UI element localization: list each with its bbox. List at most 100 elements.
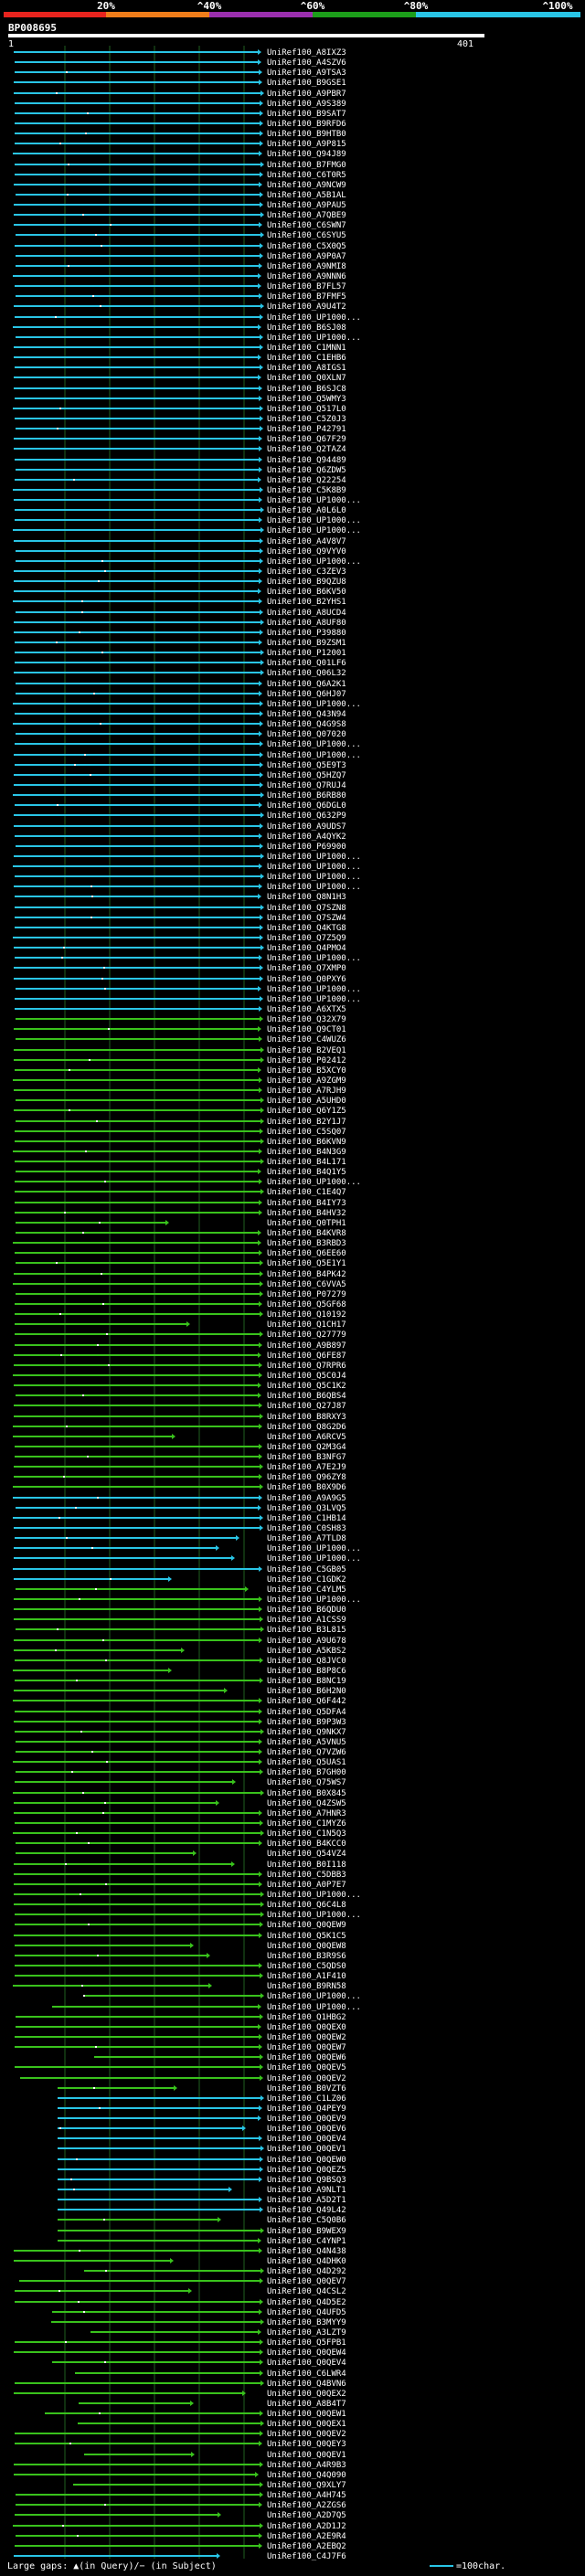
hit-label[interactable]: UniRef100_P02412 <box>267 1056 346 1065</box>
hit-label[interactable]: UniRef100_C6SWN7 <box>267 221 346 230</box>
hit-label[interactable]: UniRef100_B9WEX9 <box>267 2227 346 2236</box>
hit-label[interactable]: UniRef100_Q54VZ4 <box>267 1850 346 1859</box>
hit-label[interactable]: UniRef100_Q0QEV4 <box>267 2135 346 2144</box>
hit-label[interactable]: UniRef100_Q4D5E2 <box>267 2298 346 2307</box>
hit-label[interactable]: UniRef100_C1MNN1 <box>267 344 346 353</box>
hit-label[interactable]: UniRef100_A2ZGS6 <box>267 2501 346 2510</box>
hit-label[interactable]: UniRef100_B0VZT6 <box>267 2084 346 2094</box>
hit-label[interactable]: UniRef100_A7TLD8 <box>267 1534 346 1543</box>
hit-label[interactable]: UniRef100_Q2M3G4 <box>267 1443 346 1452</box>
hit-label[interactable]: UniRef100_Q6EE60 <box>267 1249 346 1258</box>
hit-label[interactable]: UniRef100_Q0QEW4 <box>267 2348 346 2358</box>
hit-label[interactable]: UniRef100_C4YLM5 <box>267 1585 346 1595</box>
hit-label[interactable]: UniRef100_C5GB05 <box>267 1565 346 1574</box>
hit-label[interactable]: UniRef100_C1LZ06 <box>267 2094 346 2104</box>
hit-label[interactable]: UniRef100_Q06L32 <box>267 669 346 678</box>
hit-label[interactable]: UniRef100_Q96ZY8 <box>267 1473 346 1482</box>
hit-label[interactable]: UniRef100_Q0QEV5 <box>267 2063 346 2072</box>
hit-label[interactable]: UniRef100_B6KV50 <box>267 588 346 597</box>
hit-label[interactable]: UniRef100_A7HNR3 <box>267 1809 346 1818</box>
hit-label[interactable]: UniRef100_B3L815 <box>267 1626 346 1635</box>
hit-label[interactable]: UniRef100_B2VEQ1 <box>267 1046 346 1055</box>
hit-label[interactable]: UniRef100_Q7VZW6 <box>267 1748 346 1757</box>
hit-label[interactable]: UniRef100_Q49L42 <box>267 2206 346 2215</box>
hit-label[interactable]: UniRef100_P07279 <box>267 1290 346 1299</box>
hit-label[interactable]: UniRef100_B3MYY9 <box>267 2318 346 2327</box>
hit-label[interactable]: UniRef100_Q6ZDW5 <box>267 466 346 475</box>
hit-label[interactable]: UniRef100_Q9VYV0 <box>267 547 346 557</box>
hit-label[interactable]: UniRef100_Q2TAZ4 <box>267 445 346 454</box>
hit-label[interactable]: UniRef100_Q9NKX7 <box>267 1728 346 1737</box>
hit-label[interactable]: UniRef100_Q4BVN6 <box>267 2380 346 2389</box>
hit-label[interactable]: UniRef100_C5QDS0 <box>267 1962 346 1971</box>
hit-label[interactable]: UniRef100_A9NLT1 <box>267 2186 346 2195</box>
hit-label[interactable]: UniRef100_Q7Z5Q9 <box>267 934 346 943</box>
hit-label[interactable]: UniRef100_Q0QEV2 <box>267 2074 346 2083</box>
hit-label[interactable]: UniRef100_UP1000... <box>267 1554 361 1564</box>
hit-label[interactable]: UniRef100_B6SJC8 <box>267 385 346 394</box>
hit-label[interactable]: UniRef100_A5UHD0 <box>267 1097 346 1106</box>
hit-label[interactable]: UniRef100_Q4PEY9 <box>267 2104 346 2114</box>
hit-label[interactable]: UniRef100_A2D1J2 <box>267 2522 346 2531</box>
hit-label[interactable]: UniRef100_UP1000... <box>267 516 361 525</box>
hit-label[interactable]: UniRef100_Q4KTG8 <box>267 924 346 933</box>
hit-label[interactable]: UniRef100_A8IGS1 <box>267 364 346 373</box>
hit-label[interactable]: UniRef100_A5D2T1 <box>267 2196 346 2205</box>
hit-label[interactable]: UniRef100_Q7RPR6 <box>267 1362 346 1371</box>
hit-label[interactable]: UniRef100_B9RFD6 <box>267 120 346 129</box>
hit-label[interactable]: UniRef100_A0L6L0 <box>267 506 346 515</box>
hit-label[interactable]: UniRef100_C1N5Q3 <box>267 1829 346 1839</box>
hit-label[interactable]: UniRef100_Q5C1K2 <box>267 1382 346 1391</box>
hit-label[interactable]: UniRef100_B6RB80 <box>267 791 346 800</box>
hit-label[interactable]: UniRef100_Q5UAS1 <box>267 1758 346 1767</box>
hit-label[interactable]: UniRef100_A9PAU5 <box>267 201 346 210</box>
hit-label[interactable]: UniRef100_B4IY73 <box>267 1199 346 1208</box>
hit-label[interactable]: UniRef100_Q94489 <box>267 456 346 465</box>
hit-label[interactable]: UniRef100_C6SYU5 <box>267 231 346 240</box>
hit-label[interactable]: UniRef100_B9GSE1 <box>267 79 346 88</box>
hit-label[interactable]: UniRef100_Q8N1H3 <box>267 893 346 902</box>
hit-label[interactable]: UniRef100_UP1000... <box>267 334 361 343</box>
hit-label[interactable]: UniRef100_Q5WMY3 <box>267 395 346 404</box>
hit-label[interactable]: UniRef100_A8B4T7 <box>267 2400 346 2409</box>
hit-label[interactable]: UniRef100_C5X0Q5 <box>267 242 346 251</box>
hit-label[interactable]: UniRef100_B9SAT7 <box>267 110 346 119</box>
hit-label[interactable]: UniRef100_Q0QEW6 <box>267 2053 346 2062</box>
hit-label[interactable]: UniRef100_A5B1AL <box>267 191 346 200</box>
hit-label[interactable]: UniRef100_C1HB14 <box>267 1514 346 1523</box>
hit-label[interactable]: UniRef100_Q632P9 <box>267 811 346 821</box>
hit-label[interactable]: UniRef100_UP1000... <box>267 995 361 1004</box>
hit-label[interactable]: UniRef100_Q0QEW0 <box>267 2156 346 2165</box>
hit-label[interactable]: UniRef100_UP1000... <box>267 863 361 872</box>
hit-label[interactable]: UniRef100_Q6DGL0 <box>267 801 346 811</box>
hit-label[interactable]: UniRef100_Q517L0 <box>267 405 346 414</box>
hit-label[interactable]: UniRef100_Q4PMO4 <box>267 944 346 953</box>
hit-label[interactable]: UniRef100_C1MYZ6 <box>267 1819 346 1829</box>
hit-label[interactable]: UniRef100_A9NMI8 <box>267 262 346 271</box>
hit-label[interactable]: UniRef100_Q6F442 <box>267 1697 346 1706</box>
hit-label[interactable]: UniRef100_Q0QEV4 <box>267 2359 346 2368</box>
hit-label[interactable]: UniRef100_Q4DHK0 <box>267 2257 346 2266</box>
hit-label[interactable]: UniRef100_Q0QEV7 <box>267 2277 346 2286</box>
hit-label[interactable]: UniRef100_B6QDU0 <box>267 1606 346 1615</box>
hit-label[interactable]: UniRef100_Q4Q090 <box>267 2471 346 2480</box>
hit-label[interactable]: UniRef100_B8RXY3 <box>267 1413 346 1422</box>
hit-label[interactable]: UniRef100_B9RN58 <box>267 1982 346 1991</box>
hit-label[interactable]: UniRef100_UP1000... <box>267 740 361 749</box>
hit-label[interactable]: UniRef100_Q0QEV6 <box>267 2125 346 2134</box>
hit-label[interactable]: UniRef100_A4QYK2 <box>267 832 346 842</box>
hit-label[interactable]: UniRef100_Q0QEX2 <box>267 2390 346 2399</box>
hit-label[interactable]: UniRef100_P12001 <box>267 649 346 658</box>
hit-label[interactable]: UniRef100_UP1000... <box>267 1911 361 1920</box>
hit-label[interactable]: UniRef100_A6XTX5 <box>267 1005 346 1014</box>
hit-label[interactable]: UniRef100_UP1000... <box>267 496 361 505</box>
hit-label[interactable]: UniRef100_A7QBE9 <box>267 211 346 220</box>
hit-label[interactable]: UniRef100_UP1000... <box>267 557 361 567</box>
hit-label[interactable]: UniRef100_A9P0A7 <box>267 252 346 261</box>
hit-label[interactable]: UniRef100_Q4ZSW5 <box>267 1799 346 1808</box>
hit-label[interactable]: UniRef100_A5KBS2 <box>267 1647 346 1656</box>
hit-label[interactable]: UniRef100_Q0QEW2 <box>267 2033 346 2042</box>
hit-label[interactable]: UniRef100_Q5E1Y1 <box>267 1259 346 1268</box>
hit-label[interactable]: UniRef100_Q1CH17 <box>267 1320 346 1330</box>
hit-label[interactable]: UniRef100_A9S389 <box>267 100 346 109</box>
